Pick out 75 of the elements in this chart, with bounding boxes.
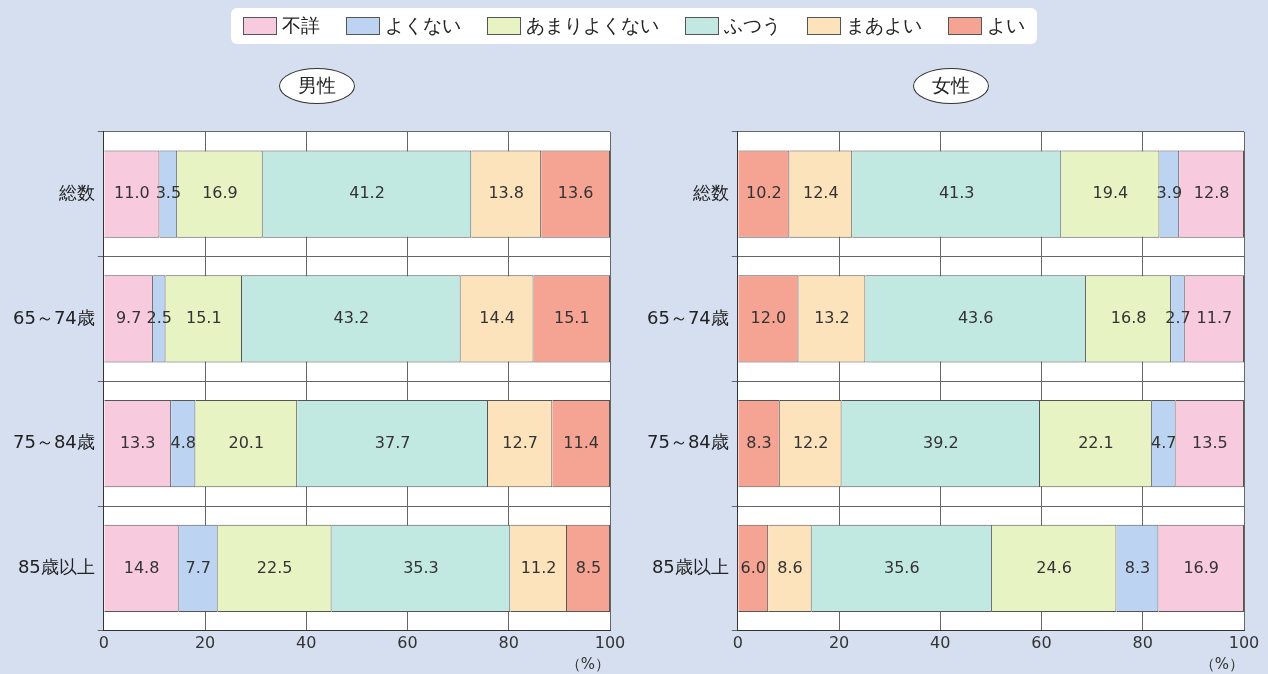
data-label: 39.2 <box>922 432 959 452</box>
data-label: 11.4 <box>563 432 599 452</box>
data-label: 13.5 <box>1192 432 1228 452</box>
y-tick-label: 65～74歳 <box>647 306 729 328</box>
legend-label: あまりよくない <box>526 13 659 38</box>
data-label: 16.9 <box>202 183 238 203</box>
data-label: 7.7 <box>185 557 211 577</box>
data-label: 13.6 <box>557 183 594 203</box>
data-label: 13.8 <box>488 183 525 203</box>
data-label: 11.2 <box>520 557 557 577</box>
data-label: 20.1 <box>228 432 265 452</box>
data-label: 11.7 <box>1196 308 1233 328</box>
legend-label: よい <box>987 13 1025 38</box>
chart-title: 女性 <box>913 68 989 104</box>
legend-label: まあよい <box>846 13 922 38</box>
data-label: 37.7 <box>374 432 411 452</box>
x-tick-label: 0 <box>732 632 743 652</box>
data-label: 13.3 <box>119 432 156 452</box>
data-label: 43.2 <box>333 308 370 328</box>
data-label: 8.3 <box>746 432 772 452</box>
data-label: 9.7 <box>115 308 142 328</box>
data-label: 11.0 <box>114 183 150 203</box>
x-tick-label: 80 <box>498 632 519 652</box>
data-label: 41.2 <box>349 183 385 203</box>
chart-title: 男性 <box>279 68 355 104</box>
y-tick-label: 75～84歳 <box>13 431 95 453</box>
data-label: 8.3 <box>1124 557 1151 577</box>
data-label: 12.8 <box>1193 183 1230 203</box>
data-label: 12.2 <box>792 432 829 452</box>
x-tick-label: 100 <box>594 632 626 652</box>
data-label: 12.4 <box>803 183 839 203</box>
y-tick-label: 75～84歳 <box>647 431 729 453</box>
y-tick-label: 65～74歳 <box>13 306 95 328</box>
data-label: 12.7 <box>502 432 538 452</box>
x-tick-label: 100 <box>1228 632 1260 652</box>
text: ふつう <box>724 13 781 38</box>
data-label: 16.8 <box>1110 308 1147 328</box>
x-tick-label: 40 <box>296 632 317 652</box>
data-label: 15.1 <box>185 308 222 328</box>
data-label: 22.5 <box>256 557 293 577</box>
data-label: 10.2 <box>746 183 782 203</box>
data-label: 15.1 <box>553 308 590 328</box>
y-tick-label: 85歳以上 <box>17 556 95 578</box>
x-axis-title: （%） <box>1199 654 1244 673</box>
data-label: 3.9 <box>1156 183 1183 203</box>
x-axis-title: （%） <box>565 654 610 673</box>
x-tick-label: 60 <box>397 632 418 652</box>
data-label: 22.1 <box>1078 432 1114 452</box>
data-label: 8.5 <box>575 557 602 577</box>
y-tick-label: 総数 <box>691 181 729 203</box>
data-label: 16.9 <box>1183 557 1220 577</box>
legend-label: 不詳 <box>282 13 320 38</box>
y-tick-label: 85歳以上 <box>651 556 729 578</box>
data-label: 43.6 <box>957 308 994 328</box>
data-label: 14.4 <box>479 308 515 328</box>
data-label: 4.8 <box>170 432 197 452</box>
data-label: 6.0 <box>740 557 766 577</box>
y-tick-label: 総数 <box>57 181 95 203</box>
data-label: 8.6 <box>777 557 803 577</box>
data-label: 3.5 <box>155 183 182 203</box>
data-label: 35.3 <box>403 557 439 577</box>
x-tick-label: 80 <box>1132 632 1153 652</box>
x-tick-label: 20 <box>194 632 216 652</box>
data-label: 24.6 <box>1036 557 1072 577</box>
data-label: 14.8 <box>123 557 160 577</box>
x-tick-label: 20 <box>828 632 850 652</box>
data-label: 41.3 <box>938 183 975 203</box>
x-tick-label: 40 <box>930 632 951 652</box>
x-tick-label: 0 <box>98 632 109 652</box>
data-label: 35.6 <box>884 557 920 577</box>
legend-label: よくない <box>385 13 461 38</box>
x-tick-label: 60 <box>1031 632 1052 652</box>
data-label: 13.2 <box>814 308 850 328</box>
data-label: 12.0 <box>750 308 787 328</box>
data-label: 19.4 <box>1092 183 1129 203</box>
